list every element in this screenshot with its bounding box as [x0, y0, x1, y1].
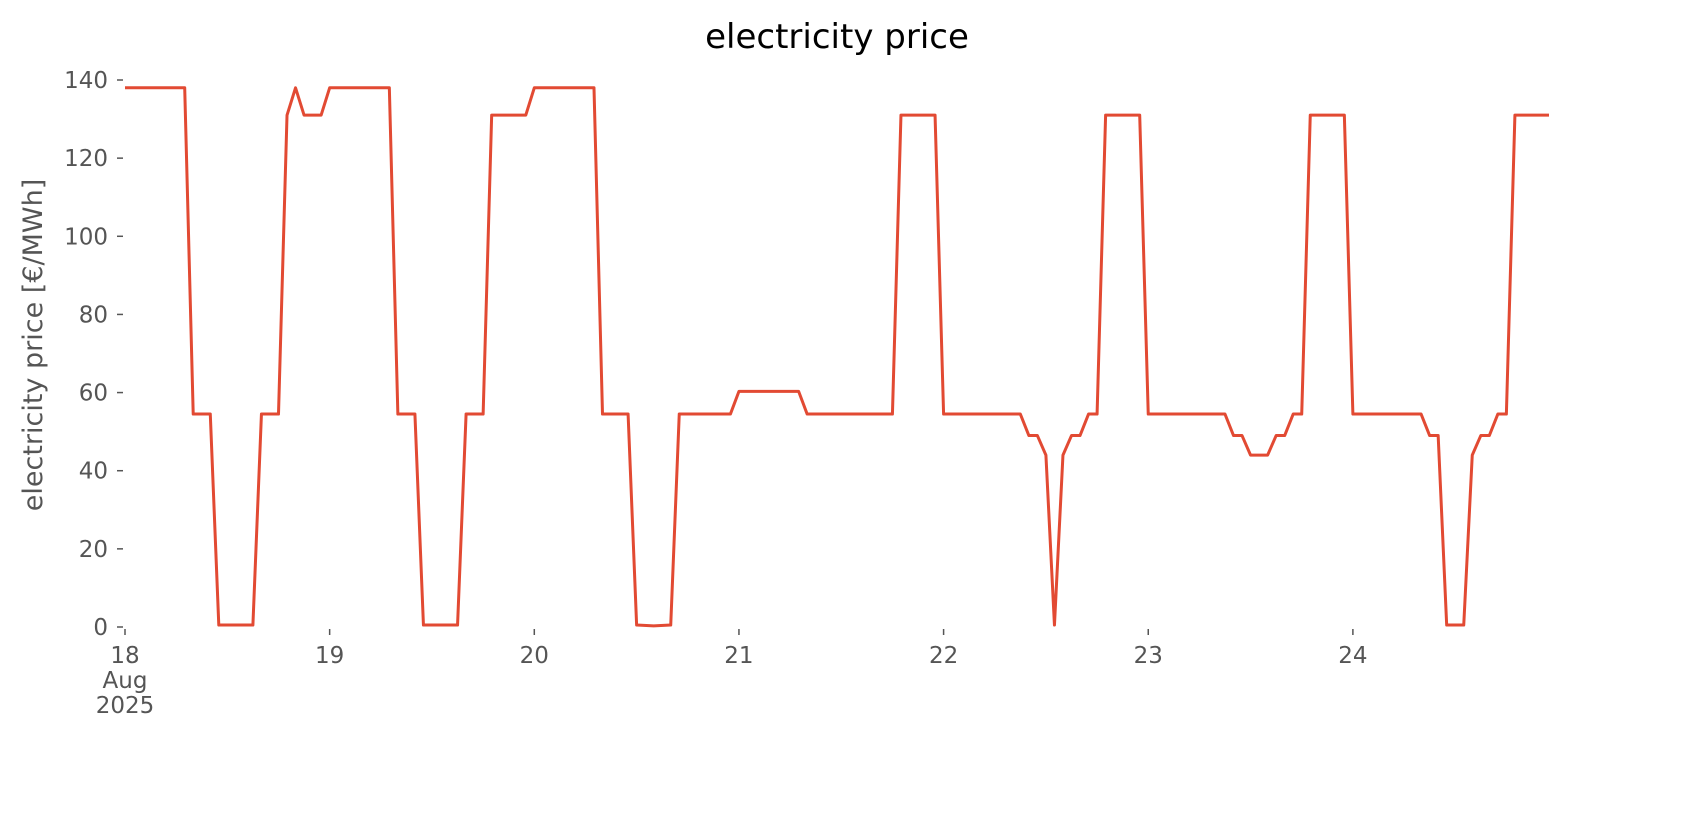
x-tick-label: 23: [1134, 643, 1163, 669]
price-line: [125, 86, 1549, 628]
y-tick-label: 60: [79, 381, 108, 407]
x-tick-label: 22: [929, 643, 958, 669]
y-tick-label: 120: [64, 146, 108, 172]
x-tick-label: 21: [724, 643, 753, 669]
x-tick-label: 20: [520, 643, 549, 669]
x-tick-label: 18 Aug 2025: [96, 643, 155, 719]
chart-title: electricity price: [705, 17, 969, 57]
y-axis-label: electricity price [€/MWh]: [18, 179, 49, 511]
y-tick-label: 80: [79, 302, 108, 328]
x-tick-label: 24: [1338, 643, 1367, 669]
y-tick-label: 100: [64, 224, 108, 250]
y-tick-label: 40: [79, 459, 108, 485]
y-tick-label: 20: [79, 537, 108, 563]
x-tick-label: 19: [315, 643, 344, 669]
y-tick-label: 140: [64, 68, 108, 94]
y-tick-label: 0: [93, 615, 108, 641]
